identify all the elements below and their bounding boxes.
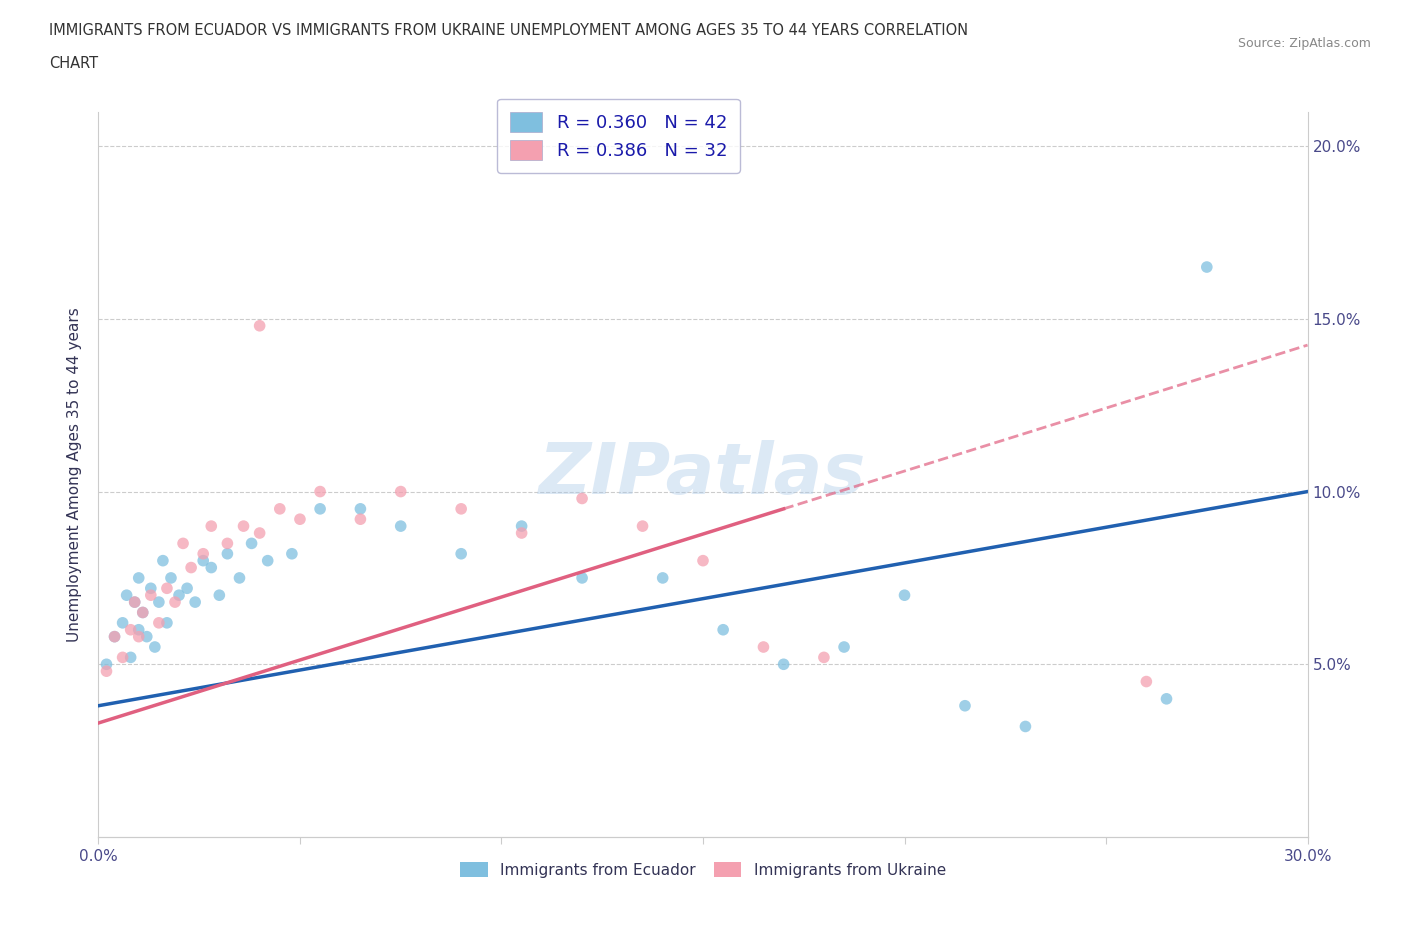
Point [96, 664, 118, 679]
Point [953, 698, 976, 713]
Point [269, 501, 291, 516]
Point [135, 630, 157, 644]
Point [132, 605, 155, 620]
Point [160, 570, 183, 585]
Point [180, 560, 202, 575]
Point [450, 501, 472, 516]
Point [651, 570, 673, 585]
Point [111, 616, 134, 631]
Point [389, 519, 412, 534]
Point [120, 622, 142, 637]
Text: IMMIGRANTS FROM ECUADOR VS IMMIGRANTS FROM UKRAINE UNEMPLOYMENT AMONG AGES 35 TO: IMMIGRANTS FROM ECUADOR VS IMMIGRANTS FR… [49, 23, 969, 38]
Point [813, 650, 835, 665]
Point [349, 501, 371, 516]
Point [103, 630, 125, 644]
Point [217, 546, 239, 561]
Point [1195, 259, 1218, 274]
Point [139, 581, 162, 596]
Point [240, 536, 263, 551]
Point [249, 525, 271, 540]
Point [772, 657, 794, 671]
Point [510, 525, 533, 540]
Point [200, 560, 222, 575]
Point [631, 519, 654, 534]
Point [510, 519, 533, 534]
Point [163, 594, 186, 609]
Point [167, 588, 190, 603]
Point [288, 512, 311, 526]
Point [148, 594, 170, 609]
Point [571, 570, 593, 585]
Point [103, 630, 125, 644]
Point [184, 594, 207, 609]
Point [156, 616, 179, 631]
Point [249, 318, 271, 333]
Point [208, 588, 231, 603]
Point [711, 622, 734, 637]
Point [893, 588, 915, 603]
Point [389, 485, 412, 499]
Point [232, 519, 254, 534]
Point [111, 650, 134, 665]
Point [156, 581, 179, 596]
Legend: Immigrants from Ecuador, Immigrants from Ukraine: Immigrants from Ecuador, Immigrants from… [454, 856, 952, 884]
Text: Source: ZipAtlas.com: Source: ZipAtlas.com [1237, 37, 1371, 50]
Point [692, 553, 714, 568]
Point [1014, 719, 1036, 734]
Point [148, 616, 170, 631]
Point [172, 536, 194, 551]
Point [152, 553, 174, 568]
Point [228, 570, 250, 585]
Point [349, 512, 371, 526]
Point [132, 605, 155, 620]
Point [128, 622, 150, 637]
Point [115, 588, 138, 603]
Point [96, 657, 118, 671]
Point [128, 570, 150, 585]
Point [124, 594, 146, 609]
Point [281, 546, 304, 561]
Point [124, 594, 146, 609]
Point [200, 519, 222, 534]
Point [193, 553, 215, 568]
Point [752, 640, 775, 655]
Point [571, 491, 593, 506]
Point [450, 546, 472, 561]
Point [176, 581, 198, 596]
Point [1135, 674, 1157, 689]
Point [128, 630, 150, 644]
Point [193, 546, 215, 561]
Point [1156, 691, 1178, 706]
Point [143, 640, 166, 655]
Y-axis label: Unemployment Among Ages 35 to 44 years: Unemployment Among Ages 35 to 44 years [67, 307, 83, 642]
Text: ZIPatlas: ZIPatlas [540, 440, 866, 509]
Point [217, 536, 239, 551]
Point [139, 588, 162, 603]
Text: CHART: CHART [49, 56, 98, 71]
Point [309, 501, 332, 516]
Point [120, 650, 142, 665]
Point [256, 553, 278, 568]
Point [832, 640, 855, 655]
Point [309, 485, 332, 499]
